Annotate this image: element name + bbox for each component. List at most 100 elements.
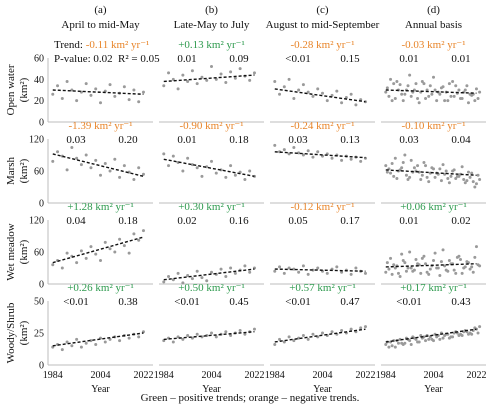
data-point	[132, 178, 136, 182]
data-point	[344, 95, 348, 99]
trend-value: -0.24 km² yr⁻¹	[290, 120, 354, 132]
data-point	[449, 335, 453, 339]
data-point	[411, 269, 415, 273]
x-tick-label: 2004	[91, 370, 111, 381]
data-point	[273, 79, 277, 83]
data-point	[446, 176, 450, 180]
data-point	[190, 69, 194, 73]
data-point	[282, 271, 286, 275]
data-point	[401, 343, 405, 347]
r2-value: 0.15	[340, 53, 360, 65]
data-point	[424, 262, 428, 266]
data-point	[478, 264, 482, 268]
data-point	[210, 331, 213, 335]
data-point	[75, 261, 79, 265]
data-point	[186, 156, 190, 160]
data-point	[466, 101, 470, 105]
trend-value: -0.11 km² yr⁻¹	[86, 39, 150, 51]
y-tick-label: 0	[39, 199, 44, 210]
data-point	[75, 156, 79, 160]
x-tick-label: 1984	[154, 370, 174, 381]
r2-value: 0.04	[451, 134, 471, 146]
data-point	[414, 337, 418, 341]
p-value: 0.04	[66, 215, 86, 227]
data-point	[390, 344, 394, 348]
data-point	[349, 272, 353, 276]
data-point	[406, 84, 410, 88]
data-point	[195, 269, 199, 273]
data-point	[252, 327, 256, 331]
data-point	[60, 97, 64, 101]
data-point	[419, 271, 423, 275]
data-point	[395, 176, 399, 180]
data-point	[363, 271, 367, 275]
data-point	[340, 158, 344, 162]
data-point	[65, 79, 69, 83]
data-point	[118, 175, 122, 179]
data-point	[122, 164, 126, 168]
data-point	[459, 257, 463, 261]
data-point	[408, 73, 412, 77]
data-point	[311, 155, 315, 159]
data-point	[444, 268, 448, 272]
data-point	[435, 335, 439, 339]
p-value: 0.02	[177, 215, 196, 227]
trend-value: -0.90 km² yr⁻¹	[179, 120, 243, 132]
data-point	[219, 72, 223, 76]
data-point	[137, 100, 141, 104]
data-point	[478, 90, 482, 94]
data-point	[471, 270, 475, 274]
data-point	[419, 178, 423, 182]
data-point	[457, 254, 461, 258]
data-point	[409, 94, 413, 98]
data-point	[162, 84, 166, 88]
data-point	[292, 146, 296, 150]
p-value: <0.01	[285, 53, 310, 65]
data-point	[316, 150, 320, 154]
data-point	[385, 170, 389, 174]
data-point	[248, 78, 252, 82]
p-value: <0.01	[285, 296, 310, 308]
data-point	[301, 264, 305, 268]
data-point	[171, 340, 175, 344]
data-point	[438, 167, 442, 171]
trend-line	[274, 328, 366, 343]
r2-value: 0.43	[451, 296, 471, 308]
data-point	[465, 179, 469, 183]
data-point	[56, 150, 60, 154]
data-point	[384, 90, 388, 94]
data-point	[441, 336, 445, 340]
data-point	[389, 256, 393, 260]
trend-value: -0.28 km² yr⁻¹	[290, 39, 354, 51]
data-point	[432, 259, 435, 263]
trend-line	[52, 89, 144, 95]
data-point	[435, 266, 439, 270]
data-point	[84, 82, 88, 86]
p-value: 0.03	[66, 134, 86, 146]
data-point	[103, 340, 107, 344]
data-point	[439, 260, 443, 264]
trend-line	[385, 263, 477, 268]
r2-value: 0.18	[118, 215, 138, 227]
data-point	[433, 251, 437, 255]
data-point	[416, 97, 420, 101]
data-point	[301, 83, 305, 87]
data-point	[463, 88, 467, 92]
x-tick-label: 1984	[265, 370, 285, 381]
data-point	[84, 256, 88, 260]
data-point	[287, 77, 291, 81]
trend-line	[274, 268, 366, 272]
data-point	[186, 273, 190, 277]
y-tick-label: 0	[39, 118, 44, 129]
data-point	[65, 340, 69, 344]
data-point	[463, 265, 467, 269]
data-point	[443, 99, 447, 103]
data-point	[420, 173, 424, 177]
data-point	[414, 257, 418, 261]
data-point	[282, 148, 286, 152]
data-point	[162, 152, 166, 156]
data-point	[321, 91, 324, 95]
data-point	[200, 174, 204, 178]
data-point	[243, 178, 247, 182]
data-point	[219, 267, 223, 271]
